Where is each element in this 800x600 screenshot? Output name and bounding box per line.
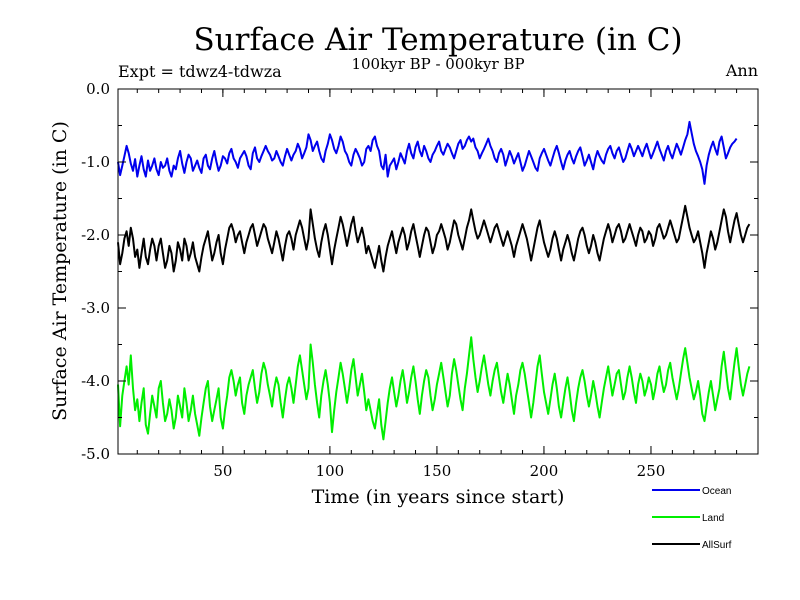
expt-label: Expt = tdwz4-tdwza xyxy=(118,62,282,81)
x-tick-label: 100 xyxy=(316,462,345,480)
y-tick-label: 0.0 xyxy=(86,80,110,98)
x-axis-label: Time (in years since start) xyxy=(312,486,565,508)
series-line-allsurf xyxy=(117,204,751,273)
season-label: Ann xyxy=(725,61,758,80)
y-tick-label: -1.0 xyxy=(81,153,110,171)
y-axis-label: Surface Air Temperature (in C) xyxy=(49,121,71,421)
chart-title: Surface Air Temperature (in C) xyxy=(193,22,682,58)
series-line-ocean xyxy=(117,120,738,185)
x-tick-label: 250 xyxy=(637,462,666,480)
legend-label-land: Land xyxy=(702,513,724,524)
x-tick-label: 150 xyxy=(423,462,452,480)
x-tick-label: 200 xyxy=(530,462,559,480)
y-tick-label: -4.0 xyxy=(81,372,110,390)
y-tick-label: -2.0 xyxy=(81,226,110,244)
legend-label-ocean: Ocean xyxy=(702,486,731,497)
y-tick-label: -3.0 xyxy=(81,299,110,317)
y-tick-label: -5.0 xyxy=(81,445,110,463)
x-axis: 50 100 150 200 250 xyxy=(136,89,738,480)
series-line-land xyxy=(117,336,751,441)
series-layer xyxy=(117,120,751,441)
legend: Ocean Land AllSurf xyxy=(652,486,732,551)
x-tick-label: 50 xyxy=(213,462,232,480)
legend-label-allsurf: AllSurf xyxy=(702,540,732,551)
y-axis: -5.0 -4.0 -3.0 -2.0 -1.0 0.0 xyxy=(81,80,758,463)
chart-subtitle: 100kyr BP - 000kyr BP xyxy=(351,55,524,73)
